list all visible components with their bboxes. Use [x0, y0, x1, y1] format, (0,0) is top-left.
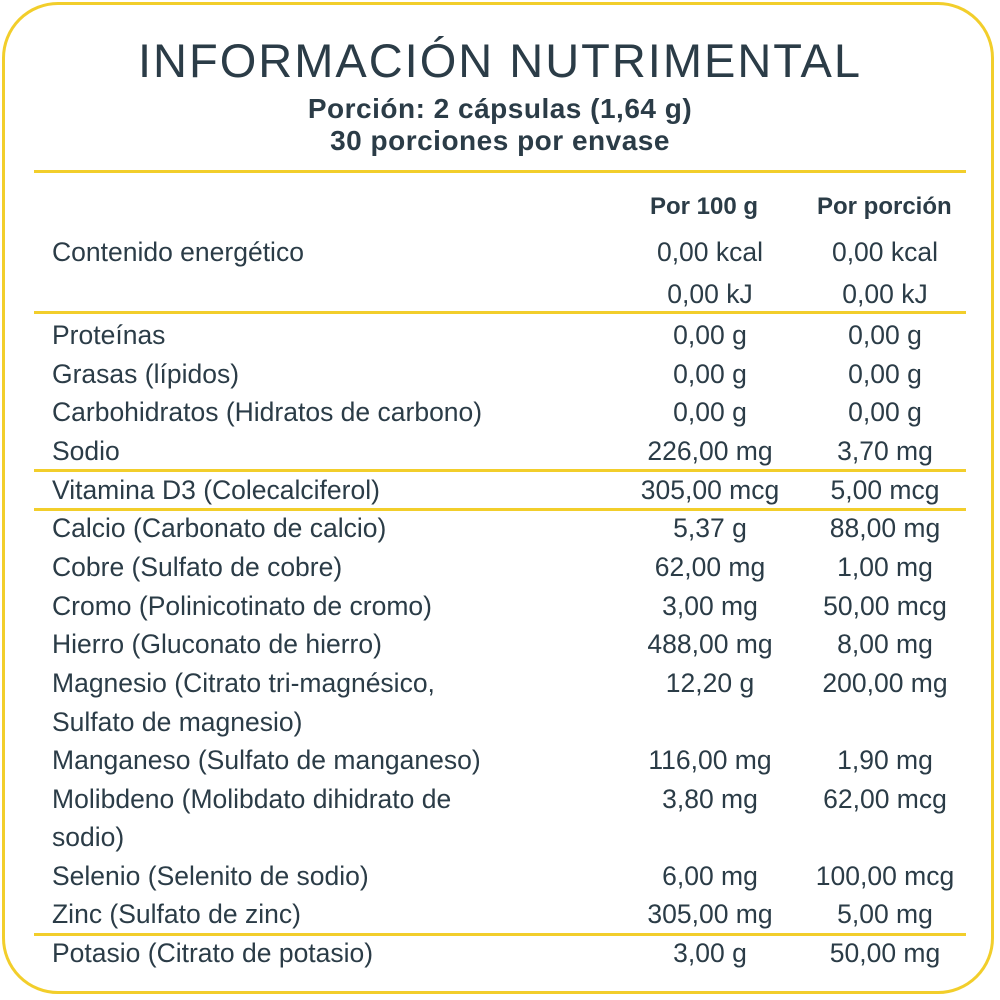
section-divider-minerals [34, 933, 966, 936]
table-row: Magnesio (Citrato tri-magnésico, 12,20 g 2… [0, 666, 1000, 700]
value-per-serving: 1,90 mg [837, 745, 933, 775]
value-per-100g: 3,00 mg [662, 591, 758, 621]
serving-size: Porción: 2 cápsulas (1,64 g) [307, 93, 693, 124]
value-per-100g: 305,00 mg [647, 899, 773, 929]
table-row: Potasio (Citrato de potasio) 3,00 g 50,00 … [0, 936, 1000, 970]
table-row: Calcio (Carbonato de calcio) 5,37 g 88,00 … [0, 511, 1000, 545]
value-per-serving: 50,00 mcg [823, 591, 947, 621]
table-row: Vitamina D3 (Colecalciferol) 305,00 mcg 5,… [0, 473, 1000, 507]
panel-title: INFORMACIÓN NUTRIMENTAL [137, 34, 862, 87]
nutrient-label: Proteínas [52, 320, 166, 350]
section-divider-macros [34, 469, 966, 472]
nutrient-label: Hierro (Gluconato de hierro) [52, 629, 382, 659]
value-per-serving: 50,00 mg [829, 938, 941, 968]
table-row: Manganeso (Sulfato de manganeso) 116,00 m… [0, 743, 1000, 777]
table-row: Cobre (Sulfato de cobre) 62,00 mg 1,00 mg [0, 550, 1000, 584]
section-divider-vitamins [34, 508, 966, 511]
value-per-100g: 5,37 g [673, 513, 747, 543]
nutrient-label: Cromo (Polinicotinato de cromo) [52, 591, 432, 621]
table-row: Grasas (lípidos) 0,00 g 0,00 g [0, 357, 1000, 391]
table-row: sodio) [0, 820, 1000, 854]
value-per-100g: 0,00 g [673, 397, 747, 427]
value-per-serving: 0,00 g [848, 359, 922, 389]
nutrient-label: Zinc (Sulfato de zinc) [52, 899, 301, 929]
value-per-serving: 1,00 mg [837, 552, 933, 582]
value-per-serving: 0,00 g [848, 320, 922, 350]
value-per-serving: 88,00 mg [829, 513, 941, 543]
table-row: Sulfato de magnesio) [0, 705, 1000, 739]
value-per-100g: 0,00 kJ [667, 279, 753, 309]
value-per-100g: 116,00 mg [648, 745, 772, 775]
value-per-100g: 3,80 mg [662, 784, 758, 814]
table-row: Sodio 226,00 mg 3,70 mg [0, 434, 1000, 468]
value-per-serving: 0,00 g [848, 397, 922, 427]
column-header-per-serving: Por porción [817, 193, 952, 220]
value-per-100g: 488,00 mg [647, 629, 773, 659]
value-per-100g: 62,00 mg [654, 552, 766, 582]
header-divider [34, 170, 966, 173]
table-row: Molibdeno (Molibdato dihidrato de 3,80 mg… [0, 782, 1000, 816]
table-row: Zinc (Sulfato de zinc) 305,00 mg 5,00 mg [0, 897, 1000, 931]
column-header-per-100g: Por 100 g [650, 193, 759, 220]
value-per-serving: 3,70 mg [837, 436, 933, 466]
nutrient-label: Sodio [52, 436, 120, 466]
nutrient-label: Molibdeno (Molibdato dihidrato de [52, 784, 452, 814]
nutrient-label: Contenido energético [52, 237, 304, 267]
nutrient-label: Grasas (lípidos) [52, 359, 240, 389]
table-row: 0,00 kJ 0,00 kJ [0, 277, 1000, 311]
nutrient-label: Selenio (Selenito de sodio) [52, 861, 369, 891]
nutrient-label: Sulfato de magnesio) [52, 707, 303, 737]
value-per-serving: 0,00 kcal [831, 237, 939, 267]
value-per-serving: 200,00 mg [822, 668, 948, 698]
section-divider-energy [34, 311, 966, 314]
value-per-100g: 0,00 g [673, 359, 747, 389]
nutrient-label: Carbohidratos (Hidratos de carbono) [52, 397, 483, 427]
nutrient-label: Potasio (Citrato de potasio) [52, 938, 374, 968]
table-row: Proteínas 0,00 g 0,00 g [0, 318, 1000, 352]
nutrient-label: sodio) [52, 822, 125, 852]
value-per-serving: 62,00 mcg [823, 784, 947, 814]
value-per-serving: 5,00 mcg [830, 475, 940, 505]
table-row: Hierro (Gluconato de hierro) 488,00 mg 8,0… [0, 627, 1000, 661]
value-per-100g: 6,00 mg [662, 861, 758, 891]
value-per-100g: 0,00 kcal [656, 237, 764, 267]
nutrient-label: Vitamina D3 (Colecalciferol) [52, 475, 380, 505]
table-row: Cromo (Polinicotinato de cromo) 3,00 mg 50… [0, 589, 1000, 623]
value-per-100g: 3,00 g [673, 938, 747, 968]
nutrient-label: Magnesio (Citrato tri-magnésico, [52, 668, 435, 698]
value-per-serving: 8,00 mg [837, 629, 933, 659]
value-per-100g: 12,20 g [665, 668, 755, 698]
servings-per-container: 30 porciones por envase [330, 125, 670, 156]
nutrient-label: Calcio (Carbonato de calcio) [52, 513, 387, 543]
value-per-100g: 226,00 mg [647, 436, 773, 466]
value-per-serving: 0,00 kJ [842, 279, 928, 309]
nutrient-label: Cobre (Sulfato de cobre) [52, 552, 343, 582]
table-row: Selenio (Selenito de sodio) 6,00 mg 100,00… [0, 859, 1000, 893]
value-per-100g: 305,00 mcg [640, 475, 780, 505]
table-row: Contenido energético 0,00 kcal 0,00 kcal [0, 235, 1000, 269]
table-row: Carbohidratos (Hidratos de carbono) 0,00 … [0, 395, 1000, 429]
value-per-serving: 100,00 mcg [815, 861, 955, 891]
nutrient-label: Manganeso (Sulfato de manganeso) [52, 745, 481, 775]
value-per-serving: 5,00 mg [837, 899, 933, 929]
value-per-100g: 0,00 g [673, 320, 747, 350]
